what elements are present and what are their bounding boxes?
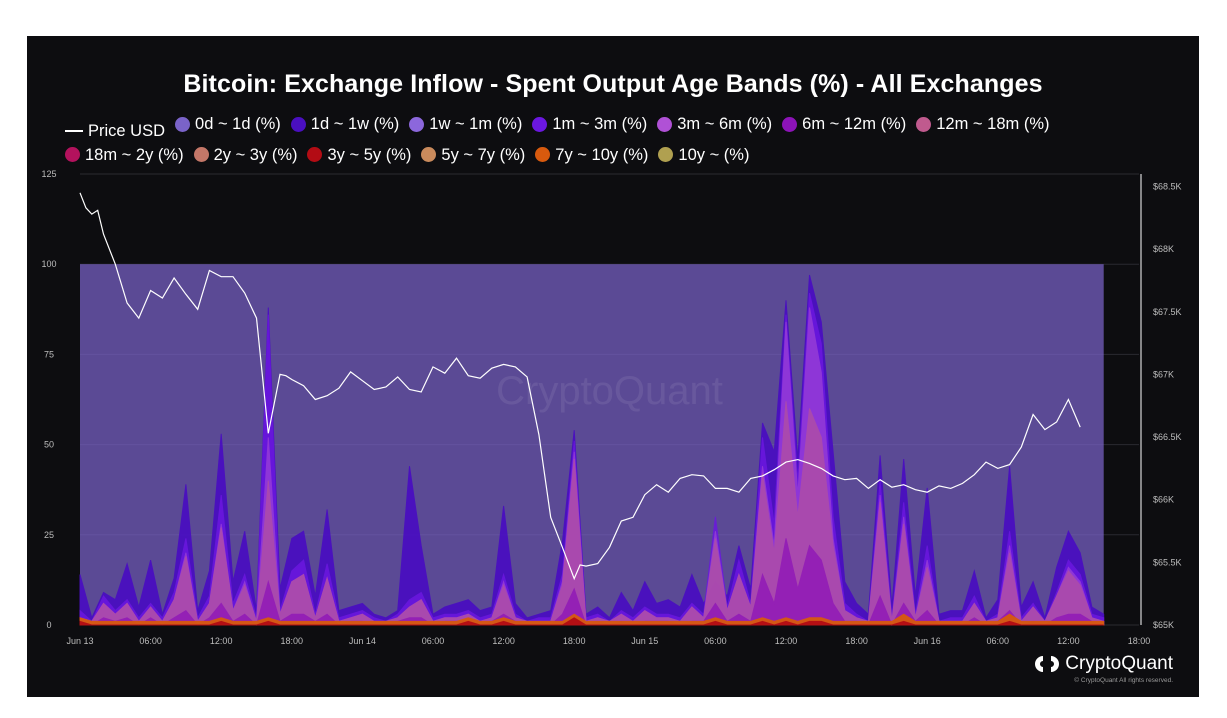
legend-label: 12m ~ 18m (%)	[936, 115, 1050, 133]
legend-label: 18m ~ 2y (%)	[85, 145, 184, 164]
legend-label: 2y ~ 3y (%)	[213, 145, 298, 164]
legend-item-1m-3m[interactable]: 1m ~ 3m (%)	[532, 112, 647, 136]
x-tick-label: 06:00	[987, 636, 1010, 646]
area-7y-10y	[79, 613, 1105, 626]
legend-label: 10y ~ (%)	[678, 145, 750, 164]
x-tick-label: Jun 14	[349, 636, 376, 646]
legend-label: Price USD	[88, 121, 166, 140]
y-right-tick-label: $68K	[1153, 244, 1174, 254]
y-right-tick-label: $65K	[1153, 620, 1174, 630]
legend-item-6m-12m[interactable]: 6m ~ 12m (%)	[782, 112, 906, 136]
y-right-tick-label: $65.5K	[1153, 557, 1182, 567]
chart-svg: 0 25 50 75 100 125 $65K $65.5K $66K $66.5K $67K $67…	[41, 169, 1182, 646]
legend-item-10y[interactable]: 10y ~ (%)	[658, 143, 749, 167]
legend-swatch	[535, 147, 551, 162]
watermark: CryptoQuant	[496, 369, 723, 413]
legend-label: 1m ~ 3m (%)	[552, 115, 648, 133]
legend-swatch	[307, 147, 323, 162]
legend-label: 1w ~ 1m (%)	[429, 115, 523, 133]
legend-swatch	[657, 116, 673, 132]
legend-swatch	[532, 116, 548, 132]
brand-name: CryptoQuant	[1065, 653, 1173, 674]
area-3y-5y	[79, 617, 1104, 626]
legend-label: 5y ~ 7y (%)	[441, 145, 526, 164]
y-right-tick-label: $67.5K	[1153, 307, 1182, 317]
x-tick-label: 12:00	[492, 636, 515, 646]
legend-swatch	[65, 129, 83, 132]
area-0d-1d	[80, 264, 1104, 625]
legend-item-12m-18m[interactable]: 12m ~ 18m (%)	[916, 112, 1049, 136]
legend-label: 7y ~ 10y (%)	[555, 145, 649, 164]
y-left-tick-label: 100	[41, 259, 56, 269]
x-tick-label: 12:00	[210, 636, 233, 646]
y-left-tick-label: 75	[44, 349, 54, 359]
cryptoquant-logo-icon	[1035, 656, 1060, 672]
y-left-tick-label: 25	[44, 530, 54, 540]
legend-item-3m-6m[interactable]: 3m ~ 6m (%)	[657, 112, 772, 136]
brand: CryptoQuant	[1035, 653, 1173, 675]
x-tick-label: 18:00	[563, 636, 586, 646]
x-tick-label: Jun 16	[914, 636, 941, 646]
legend-label: 3y ~ 5y (%)	[327, 145, 412, 164]
y-right-tick-label: $66K	[1153, 495, 1174, 505]
y-right-tick-label: $67K	[1153, 369, 1174, 379]
x-tick-label: Jun 13	[66, 636, 93, 646]
price-line	[79, 192, 1081, 581]
legend-item-5y-7y[interactable]: 5y ~ 7y (%)	[421, 143, 525, 167]
legend-swatch	[290, 116, 306, 132]
copyright: © CryptoQuant All rights reserved.	[1074, 677, 1173, 684]
x-tick-label: 06:00	[704, 636, 727, 646]
legend-swatch	[175, 116, 191, 132]
x-tick-label: 06:00	[422, 636, 445, 646]
legend-swatch	[409, 116, 425, 132]
legend-label: 6m ~ 12m (%)	[802, 115, 907, 133]
legend-swatch	[916, 116, 932, 132]
legend-swatch	[193, 147, 209, 162]
chart-title: Bitcoin: Exchange Inflow - Spent Output …	[183, 70, 1043, 98]
legend-item-3y-5y[interactable]: 3y ~ 5y (%)	[307, 143, 411, 167]
legend-swatch	[421, 147, 437, 162]
y-right-tick-label: $68.5K	[1153, 182, 1182, 192]
x-tick-label: 12:00	[775, 636, 798, 646]
x-tick-label: 12:00	[1057, 636, 1080, 646]
legend-swatch	[658, 147, 674, 162]
legend-swatch	[782, 116, 798, 132]
x-tick-label: 18:00	[281, 636, 304, 646]
legend-item-1w-1m[interactable]: 1w ~ 1m (%)	[409, 112, 522, 136]
legend-item-1d-1w[interactable]: 1d ~ 1w (%)	[290, 112, 400, 136]
legend-label: 0d ~ 1d (%)	[195, 115, 281, 133]
legend-item-2y-3y[interactable]: 2y ~ 3y (%)	[193, 143, 298, 167]
y-left-tick-label: 50	[44, 440, 54, 450]
legend-label: 3m ~ 6m (%)	[677, 115, 773, 133]
x-tick-label: 06:00	[139, 636, 162, 646]
legend-item-18m-2y[interactable]: 18m ~ 2y (%)	[65, 143, 184, 167]
x-tick-label: 18:00	[1128, 636, 1151, 646]
chart-legend: Price USD 0d ~ 1d (%) 1d ~ 1w (%) 1w ~ 1m (…	[65, 112, 1185, 169]
legend-swatch	[65, 147, 80, 162]
legend-label: 1d ~ 1w (%)	[310, 115, 400, 133]
legend-item-price-usd[interactable]: Price USD	[65, 119, 165, 143]
chart-panel: Bitcoin: Exchange Inflow - Spent Output …	[27, 36, 1199, 697]
y-left-tick-label: 0	[46, 620, 51, 630]
legend-item-7y-10y[interactable]: 7y ~ 10y (%)	[535, 143, 648, 167]
x-tick-label: Jun 15	[631, 636, 658, 646]
x-tick-label: 18:00	[845, 636, 868, 646]
y-left-tick-label: 125	[41, 169, 56, 179]
y-right-tick-label: $66.5K	[1153, 432, 1182, 442]
legend-item-0d-1d[interactable]: 0d ~ 1d (%)	[175, 112, 281, 136]
